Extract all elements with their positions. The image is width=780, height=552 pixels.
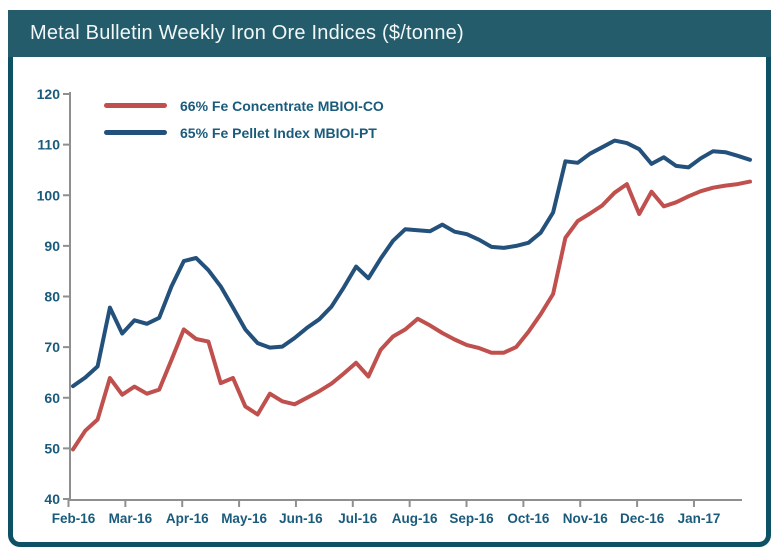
x-tick-label: Dec-16 bbox=[620, 511, 665, 526]
series-line-pellet-pt bbox=[71, 138, 752, 389]
x-tick-label: Oct-16 bbox=[507, 511, 550, 526]
x-tick-label: Mar-16 bbox=[109, 511, 153, 526]
chart-title: Metal Bulletin Weekly Iron Ore Indices (… bbox=[30, 22, 464, 44]
chart-card-frame bbox=[8, 10, 771, 547]
y-tick-label: 120 bbox=[37, 86, 61, 102]
y-tick-label: 40 bbox=[44, 491, 60, 507]
x-tick-label: Jul-16 bbox=[338, 511, 378, 526]
x-tick-label: Aug-16 bbox=[392, 511, 438, 526]
x-tick-label: Nov-16 bbox=[563, 511, 609, 526]
legend-item-pellet: 65% Fe Pellet Index MBIOI-PT bbox=[104, 123, 384, 142]
y-tick-label: 60 bbox=[44, 390, 60, 406]
legend-item-concentrate: 66% Fe Concentrate MBIOI-CO bbox=[104, 96, 384, 115]
y-tick-label: 100 bbox=[37, 187, 61, 203]
y-tick-label: 90 bbox=[44, 238, 60, 254]
y-tick-label: 80 bbox=[44, 289, 60, 305]
x-tick-label: Jan-17 bbox=[678, 511, 721, 526]
y-tick-label: 110 bbox=[37, 137, 60, 153]
y-tick-label: 70 bbox=[44, 339, 60, 355]
legend-label-concentrate: 66% Fe Concentrate MBIOI-CO bbox=[180, 97, 384, 114]
x-tick-label: Jun-16 bbox=[279, 511, 323, 526]
legend-line-sample-red bbox=[104, 103, 167, 108]
legend-line-sample-blue bbox=[104, 130, 167, 135]
series-line-concentrate-co bbox=[71, 179, 752, 452]
x-tick-label: May-16 bbox=[221, 511, 267, 526]
x-tick-label: Feb-16 bbox=[52, 511, 96, 526]
legend-label-pellet: 65% Fe Pellet Index MBIOI-PT bbox=[180, 124, 377, 141]
chart-title-bar: Metal Bulletin Weekly Iron Ore Indices (… bbox=[8, 10, 771, 57]
y-tick-label: 50 bbox=[44, 440, 60, 456]
chart-legend: 66% Fe Concentrate MBIOI-CO 65% Fe Pelle… bbox=[104, 96, 384, 150]
x-tick-label: Sep-16 bbox=[449, 511, 494, 526]
x-tick-label: Apr-16 bbox=[166, 511, 209, 526]
